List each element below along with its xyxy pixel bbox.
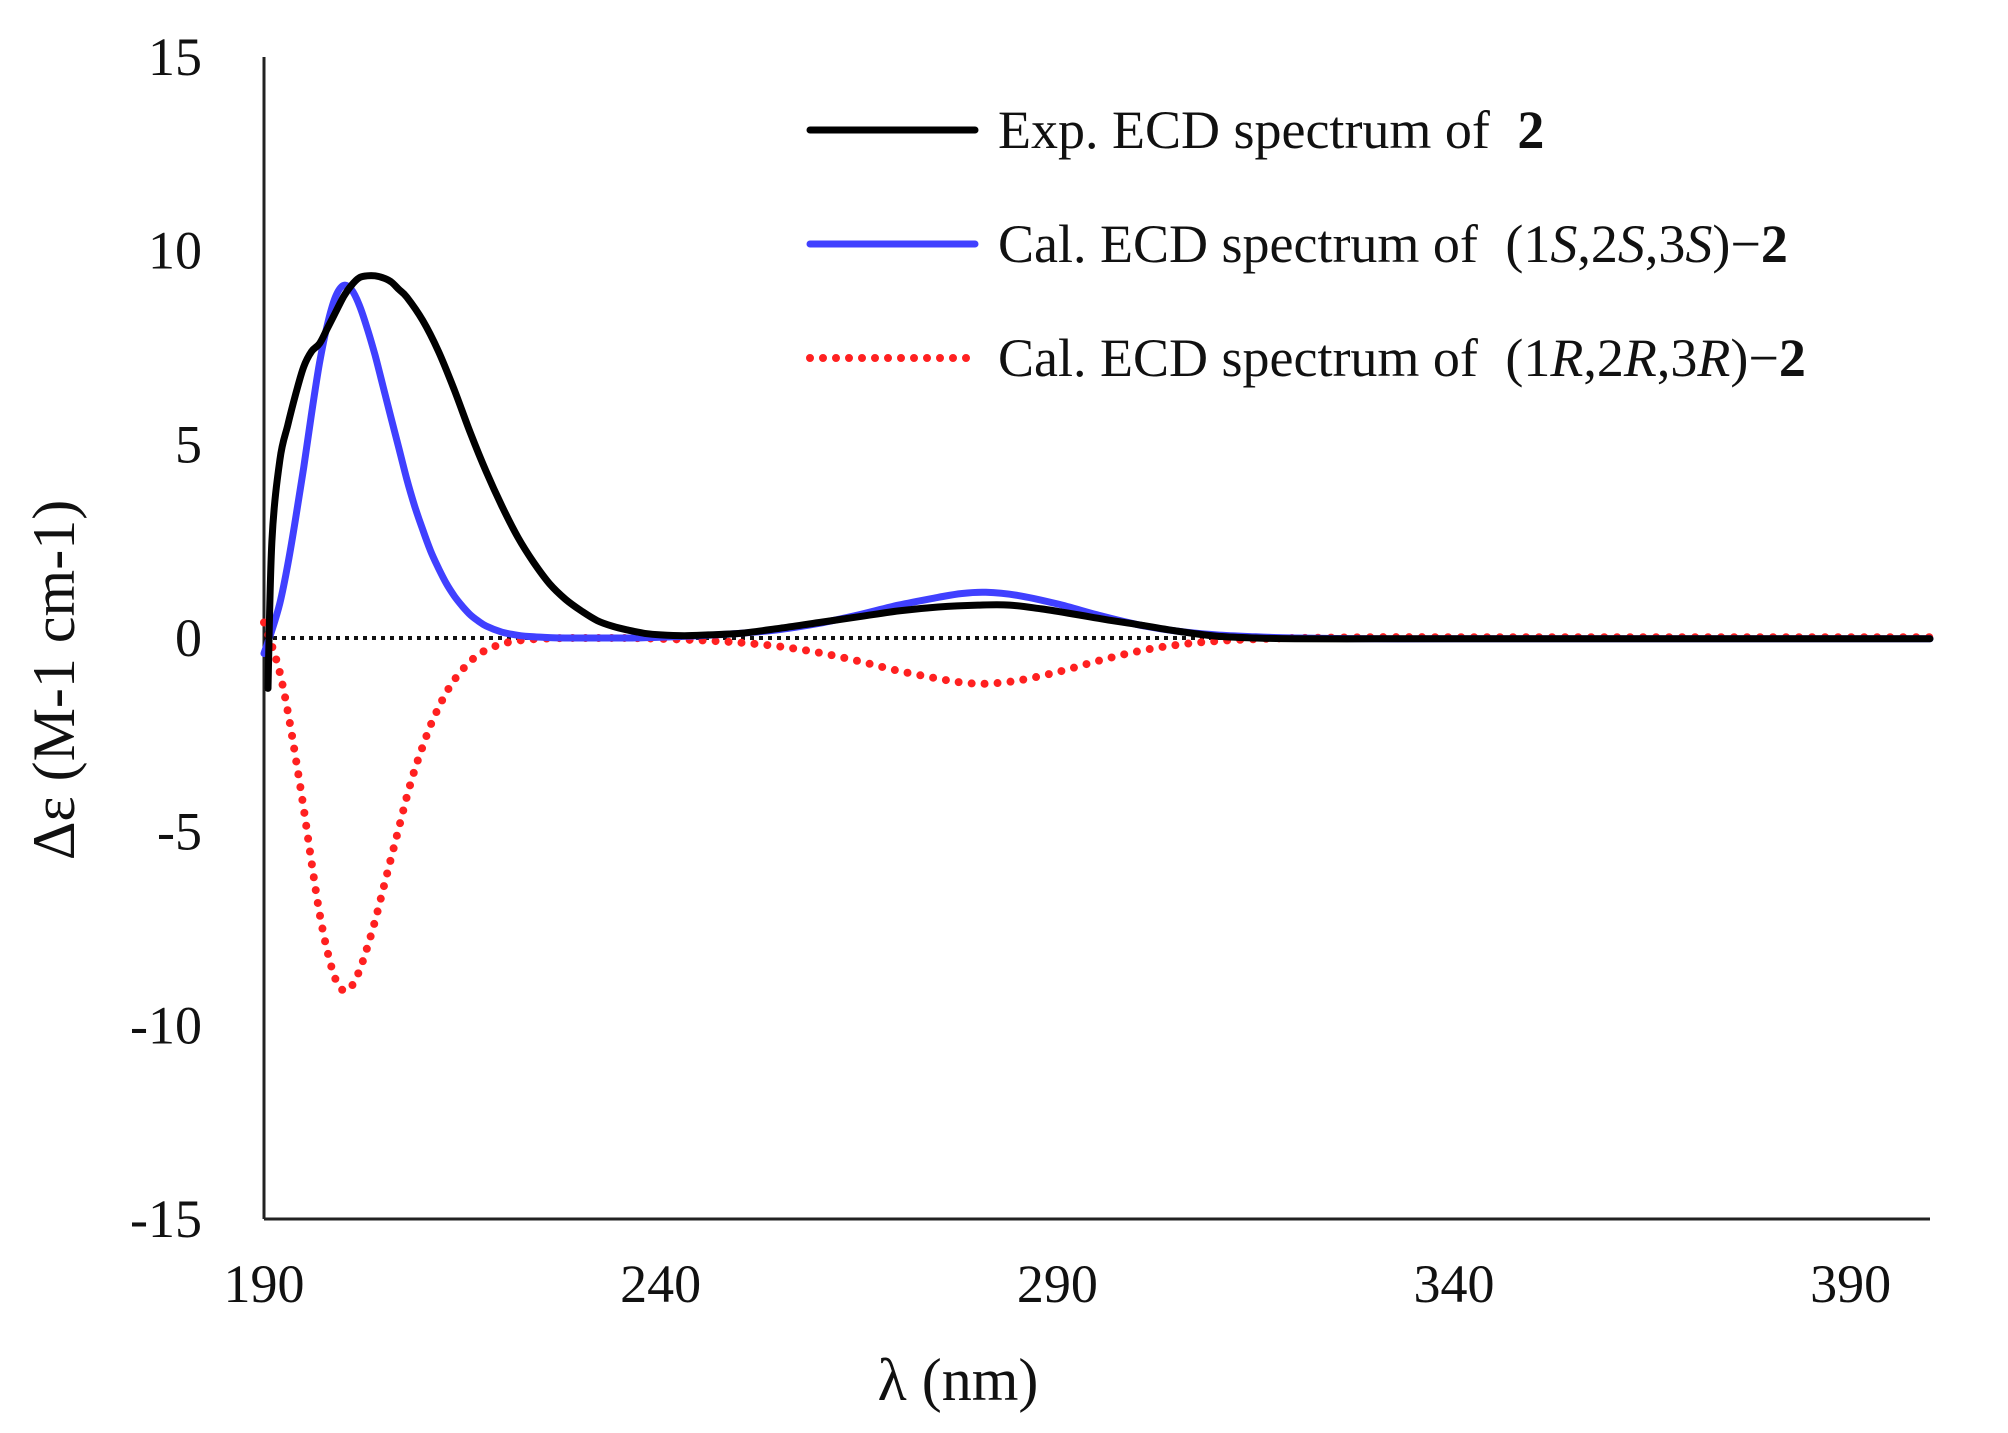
x-tick-label: 290 xyxy=(1017,1254,1098,1314)
exp-ecd-series-line xyxy=(264,272,1934,692)
y-tick-label: 10 xyxy=(148,221,202,281)
y-tick-label: 0 xyxy=(175,608,202,668)
x-axis-title: λ (nm) xyxy=(878,1347,1039,1413)
x-axis-ticks: 190 240 290 340 390 xyxy=(224,1254,1892,1314)
x-tick-label: 340 xyxy=(1414,1254,1495,1314)
plot-area xyxy=(260,57,1934,1221)
y-tick-label: -15 xyxy=(130,1189,202,1249)
legend-label: Cal. ECD spectrum of (1R,2R,3R)−2 xyxy=(998,328,1806,388)
legend: Exp. ECD spectrum of 2 Cal. ECD spectrum … xyxy=(806,100,1806,388)
legend-label: Exp. ECD spectrum of 2 xyxy=(998,100,1544,160)
y-tick-label: -10 xyxy=(130,995,202,1055)
x-tick-label: 190 xyxy=(224,1254,305,1314)
y-tick-label: 5 xyxy=(175,414,202,474)
cal-rrr-series-line xyxy=(260,618,1934,995)
x-tick-label: 240 xyxy=(620,1254,701,1314)
y-tick-label: 15 xyxy=(148,27,202,87)
y-axis-ticks: 15 10 5 0 -5 -10 -15 xyxy=(130,27,202,1249)
y-axis-title: Δε (M-1 cm-1) xyxy=(21,500,87,860)
x-tick-label: 390 xyxy=(1810,1254,1891,1314)
legend-label: Cal. ECD spectrum of (1S,2S,3S)−2 xyxy=(998,214,1788,274)
y-tick-label: -5 xyxy=(157,802,202,862)
